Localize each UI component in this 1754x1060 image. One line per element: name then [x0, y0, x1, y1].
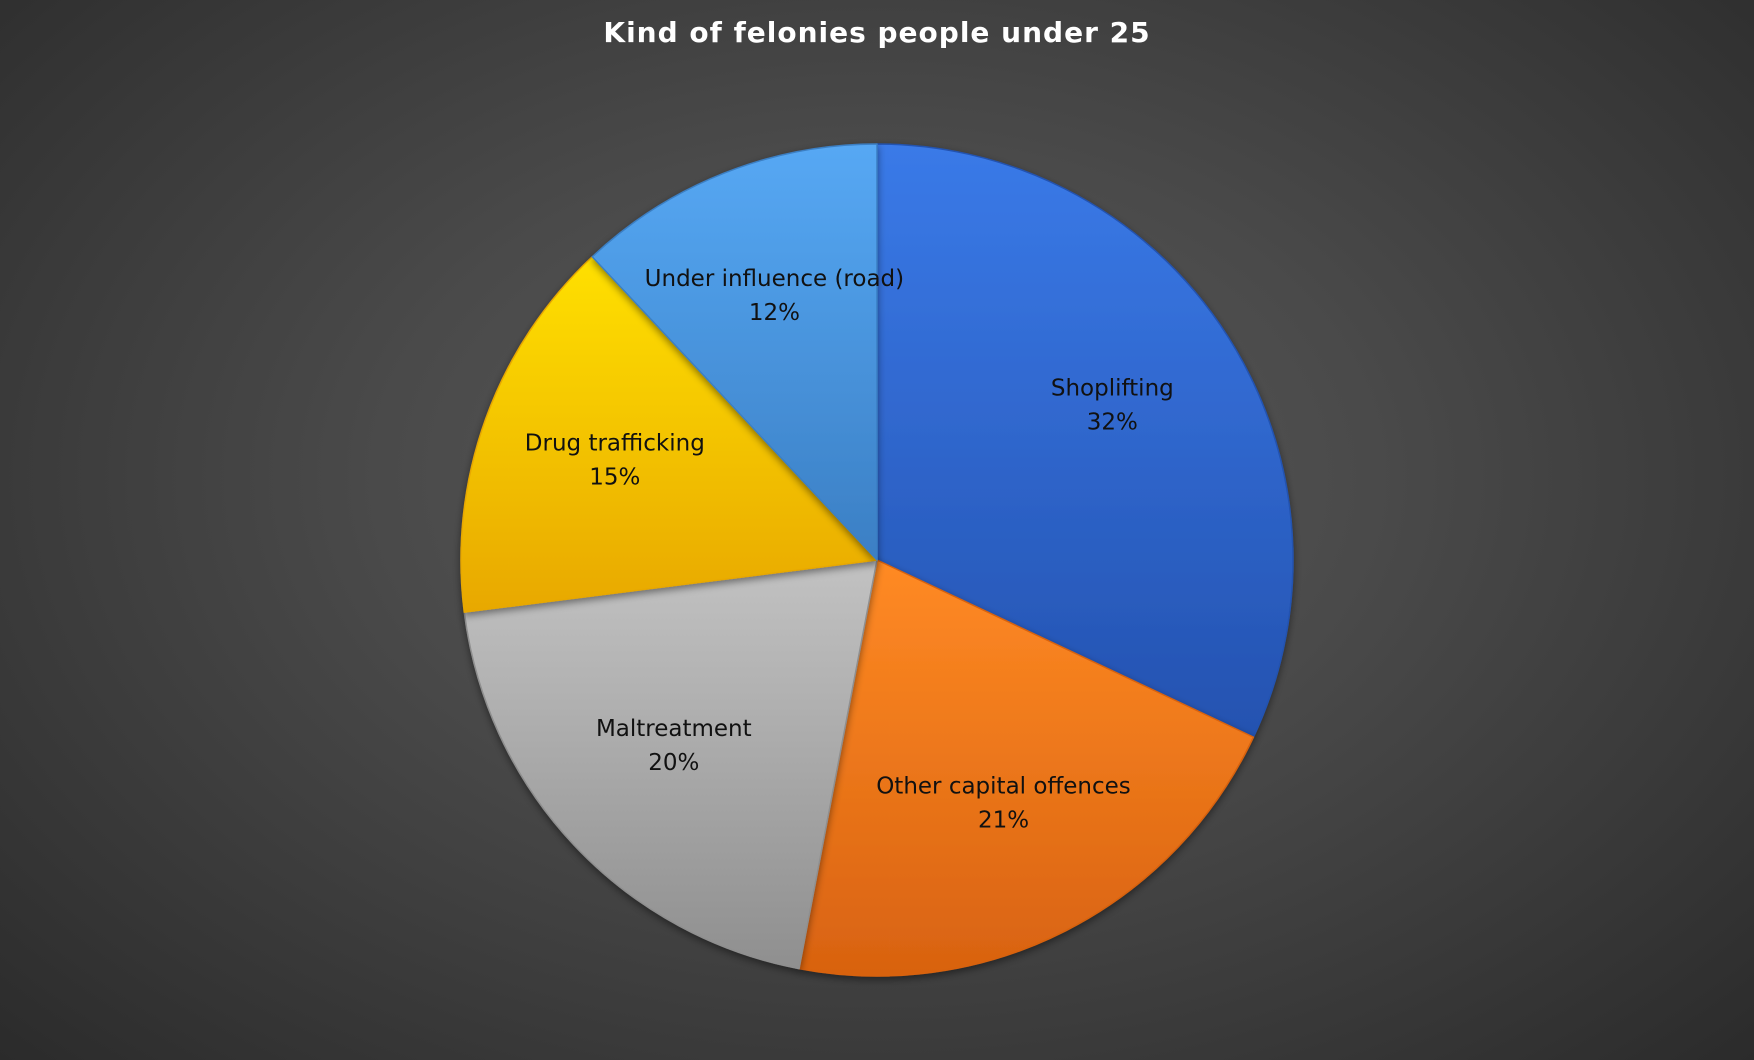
slice-value-label: 12%	[749, 300, 800, 326]
slice-label-shoplifting: Shoplifting 32%	[1051, 376, 1174, 436]
slice-value-label: 20%	[648, 750, 699, 776]
slice-category-label: Maltreatment	[596, 716, 752, 742]
slice-label-drug-trafficking: Drug trafficking 15%	[525, 431, 705, 491]
pie-slice-maltreatment	[463, 559, 878, 970]
pie-slice-under-influence-road	[591, 143, 878, 561]
slice-value-label: 32%	[1087, 410, 1138, 436]
slice-category-label: Shoplifting	[1051, 376, 1174, 402]
slice-value-label: 21%	[978, 807, 1029, 833]
pie-slice-other-capital-offences	[798, 559, 1255, 977]
slice-category-label: Under influence (road)	[645, 266, 904, 292]
slice-label-maltreatment: Maltreatment 20%	[596, 716, 752, 776]
slice-label-under-influence-road: Under influence (road) 12%	[645, 266, 904, 326]
slice-category-label: Other capital offences	[876, 773, 1131, 799]
slice-label-other-capital-offences: Other capital offences 21%	[876, 773, 1131, 833]
slice-category-label: Drug trafficking	[525, 431, 705, 457]
pie-slice-shoplifting	[876, 143, 1294, 738]
pie-slice-drug-trafficking	[460, 256, 878, 613]
slice-value-label: 15%	[589, 465, 640, 491]
chart-title: Kind of felonies people under 25	[603, 16, 1151, 49]
